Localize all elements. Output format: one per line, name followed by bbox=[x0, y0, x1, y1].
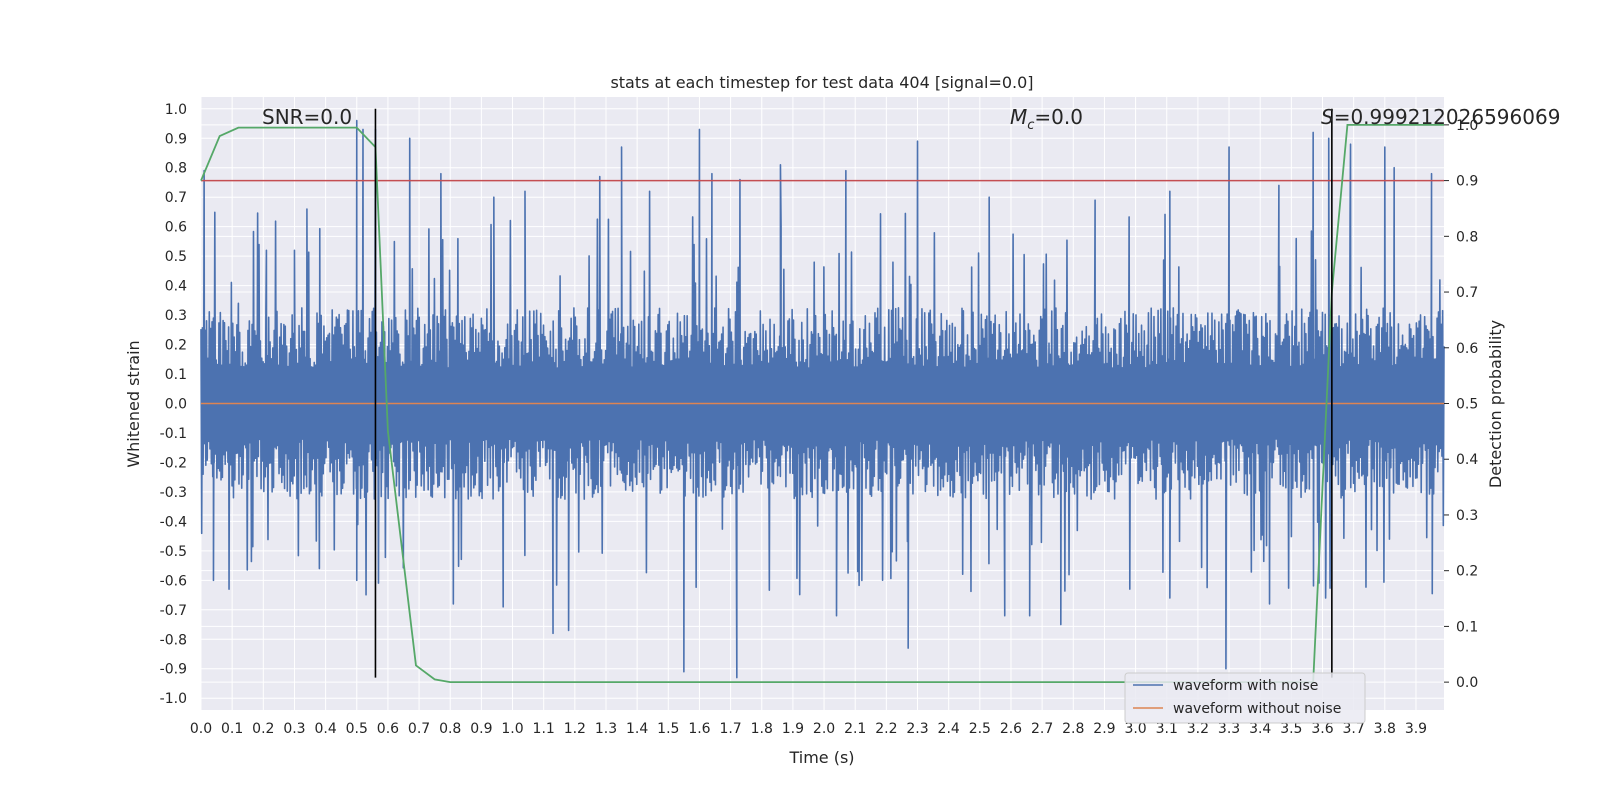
x-tick-label: 1.1 bbox=[533, 721, 555, 737]
x-tick-label: 3.1 bbox=[1156, 721, 1178, 737]
y2-tick-label: 0.5 bbox=[1456, 397, 1478, 413]
s-symbol: S bbox=[1321, 105, 1334, 129]
y-tick-label: -1.0 bbox=[160, 691, 187, 707]
mc-annotation: Mc=0.0 bbox=[1010, 105, 1083, 133]
y-tick-label: 0.4 bbox=[165, 279, 187, 295]
x-tick-label: 1.0 bbox=[501, 721, 523, 737]
x-tick-label: 3.4 bbox=[1249, 721, 1271, 737]
x-tick-label: 3.3 bbox=[1218, 721, 1240, 737]
mc-value: =0.0 bbox=[1034, 105, 1083, 129]
x-tick-label: 1.4 bbox=[626, 721, 648, 737]
legend-label-noise: waveform with noise bbox=[1173, 678, 1318, 694]
x-tick-label: 1.7 bbox=[719, 721, 741, 737]
x-tick-label: 1.2 bbox=[564, 721, 586, 737]
x-tick-label: 2.0 bbox=[813, 721, 835, 737]
y2-axis-label: Detection probability bbox=[1486, 320, 1505, 488]
y2-tick-label: 0.9 bbox=[1456, 174, 1478, 190]
x-tick-label: 1.8 bbox=[751, 721, 773, 737]
y2-tick-label: 0.7 bbox=[1456, 285, 1478, 301]
y-tick-label: -0.4 bbox=[160, 514, 187, 530]
x-tick-label: 1.5 bbox=[657, 721, 679, 737]
x-tick-label: 3.5 bbox=[1280, 721, 1302, 737]
x-tick-label: 2.6 bbox=[1000, 721, 1022, 737]
x-tick-label: 0.2 bbox=[252, 721, 274, 737]
x-tick-label: 0.7 bbox=[408, 721, 430, 737]
y2-tick-label: 0.4 bbox=[1456, 452, 1478, 468]
x-tick-label: 3.6 bbox=[1311, 721, 1333, 737]
x-tick-label: 0.6 bbox=[377, 721, 399, 737]
y-tick-label: 0.9 bbox=[165, 131, 187, 147]
y-tick-label: 0.8 bbox=[165, 161, 187, 177]
x-tick-label: 2.7 bbox=[1031, 721, 1053, 737]
x-tick-label: 0.1 bbox=[221, 721, 243, 737]
y2-tick-label: 0.1 bbox=[1456, 619, 1478, 635]
y-tick-label: -0.6 bbox=[160, 573, 187, 589]
y2-tick-label: 0.3 bbox=[1456, 508, 1478, 524]
mc-symbol: M bbox=[1010, 105, 1027, 129]
x-tick-label: 2.1 bbox=[844, 721, 866, 737]
y2-tick-label: 1.0 bbox=[1456, 118, 1478, 134]
x-tick-label: 0.4 bbox=[314, 721, 336, 737]
y-tick-label: -0.3 bbox=[160, 485, 187, 501]
y2-tick-label: 0.0 bbox=[1456, 675, 1478, 691]
y-tick-label: -0.2 bbox=[160, 455, 187, 471]
x-tick-label: 0.8 bbox=[439, 721, 461, 737]
y-tick-label: 0.0 bbox=[165, 397, 187, 413]
x-tick-label: 3.2 bbox=[1187, 721, 1209, 737]
y2-tick-label: 0.8 bbox=[1456, 229, 1478, 245]
y-tick-label: 0.3 bbox=[165, 308, 187, 324]
legend: waveform with noise waveform without noi… bbox=[1124, 672, 1366, 724]
y-tick-label: -0.9 bbox=[160, 662, 187, 678]
y-axis-label: Whitened strain bbox=[124, 340, 143, 467]
x-tick-label: 3.0 bbox=[1124, 721, 1146, 737]
y2-tick-label: 0.2 bbox=[1456, 564, 1478, 580]
x-tick-label: 0.9 bbox=[470, 721, 492, 737]
s-annotation: S=0.999212026596069 bbox=[1321, 105, 1560, 129]
mc-subscript: c bbox=[1027, 118, 1034, 133]
legend-label-clean: waveform without noise bbox=[1173, 701, 1341, 717]
y-tick-label: 0.7 bbox=[165, 190, 187, 206]
y-tick-label: 0.2 bbox=[165, 338, 187, 354]
x-tick-label: 1.9 bbox=[782, 721, 804, 737]
waveform-with-noise-line bbox=[200, 119, 1445, 679]
x-tick-label: 0.5 bbox=[346, 721, 368, 737]
x-tick-label: 2.3 bbox=[906, 721, 928, 737]
marker-layer bbox=[200, 108, 1444, 684]
y-tick-label: -0.8 bbox=[160, 632, 187, 648]
x-axis-label: Time (s) bbox=[788, 748, 854, 767]
x-tick-label: 2.5 bbox=[969, 721, 991, 737]
y2-tick-labels: 1.0 0.9 0.8 0.7 0.6 0.5 0.4 0.3 0.2 0.1 0.0 bbox=[1444, 118, 1478, 691]
x-tick-label: 1.3 bbox=[595, 721, 617, 737]
x-tick-label: 2.4 bbox=[938, 721, 960, 737]
y-tick-label: -0.1 bbox=[160, 426, 187, 442]
chart-title: stats at each timestep for test data 404… bbox=[610, 73, 1033, 92]
y-tick-label: 0.6 bbox=[165, 220, 187, 236]
snr-annotation: SNR=0.0 bbox=[262, 105, 352, 129]
x-tick-label: 2.8 bbox=[1062, 721, 1084, 737]
data-layer bbox=[200, 119, 1445, 679]
x-tick-labels: 0.0 0.1 0.2 0.3 0.4 0.5 0.6 0.7 0.8 0.9 1.0 1.1 1.2 1… bbox=[190, 721, 1427, 737]
y-tick-label: -0.7 bbox=[160, 603, 187, 619]
y-tick-label: 0.5 bbox=[165, 249, 187, 265]
y-tick-label: 1.0 bbox=[165, 102, 187, 118]
x-tick-label: 2.9 bbox=[1093, 721, 1115, 737]
s-value: =0.999212026596069 bbox=[1334, 105, 1561, 129]
y2-tick-label: 0.6 bbox=[1456, 341, 1478, 357]
x-tick-label: 0.3 bbox=[283, 721, 305, 737]
x-tick-label: 2.2 bbox=[875, 721, 897, 737]
x-tick-label: 3.7 bbox=[1343, 721, 1365, 737]
y-tick-labels: 1.0 0.9 0.8 0.7 0.6 0.5 0.4 0.3 0.2 0.1 0.0 -0.1 -0.… bbox=[160, 102, 187, 707]
y-tick-label: 0.1 bbox=[165, 367, 187, 383]
x-tick-label: 0.0 bbox=[190, 721, 212, 737]
x-tick-label: 3.8 bbox=[1374, 721, 1396, 737]
x-tick-label: 3.9 bbox=[1405, 721, 1427, 737]
detection-probability-line bbox=[200, 123, 1444, 684]
y-tick-label: -0.5 bbox=[160, 544, 187, 560]
x-tick-label: 1.6 bbox=[688, 721, 710, 737]
legend-box bbox=[1124, 672, 1366, 724]
